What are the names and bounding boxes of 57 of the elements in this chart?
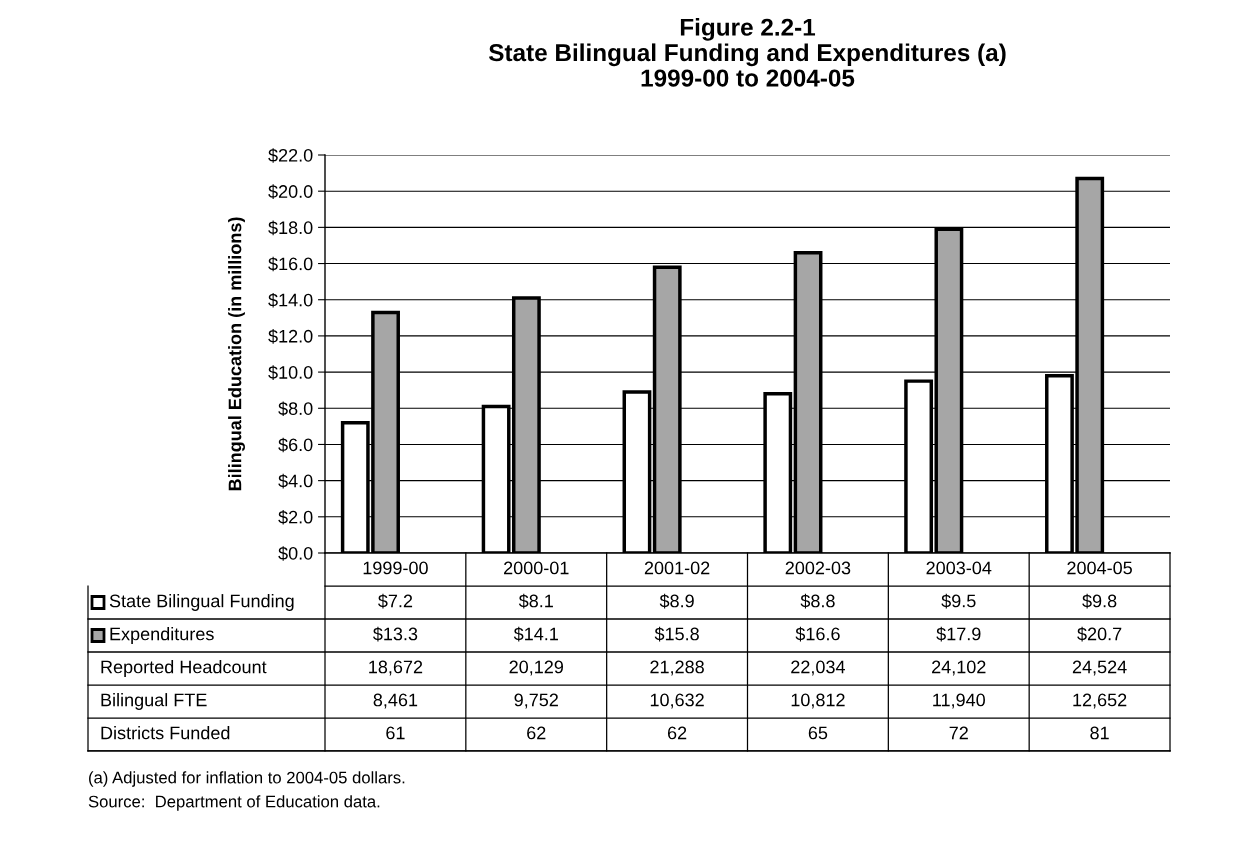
text: 12,652 xyxy=(1073,693,1127,709)
text: 11,940 xyxy=(933,693,985,709)
y-tick-label: $12.0 xyxy=(268,329,313,344)
data-label: $17.9 xyxy=(936,626,981,642)
text: 21,288 xyxy=(650,660,704,676)
data-label: $8.9 xyxy=(659,593,694,609)
data-label: $13.3 xyxy=(373,626,418,642)
legend-label: Expenditures xyxy=(110,627,214,644)
data-label: $14.1 xyxy=(513,626,558,642)
data-label: $9.8 xyxy=(1082,593,1117,609)
text: 61 xyxy=(386,726,405,740)
text: 24,102 xyxy=(932,660,986,676)
text: 65 xyxy=(808,726,828,740)
data-label: $15.8 xyxy=(654,626,699,642)
text: Districts Funded xyxy=(101,726,230,740)
text: 8,461 xyxy=(373,693,418,709)
y-tick-label: $6.0 xyxy=(278,437,313,453)
y-tick-label: $20.0 xyxy=(268,184,313,199)
text: 20,129 xyxy=(509,660,564,676)
x-tick-label: 2003-04 xyxy=(926,561,992,575)
text: 62 xyxy=(667,726,687,740)
x-tick-label: 2001-02 xyxy=(644,561,710,575)
x-tick-label: 1999-00 xyxy=(363,561,428,575)
text: 81 xyxy=(1090,726,1109,740)
source-note: Source: Department of Education data. xyxy=(88,795,380,811)
text: 9,752 xyxy=(514,693,558,709)
data-label: $8.1 xyxy=(518,593,553,609)
y-tick-label: $10.0 xyxy=(268,365,313,380)
y-axis-title: Bilingual Education (in millions) xyxy=(228,217,245,491)
data-label: $9.5 xyxy=(941,593,976,609)
text: 22,034 xyxy=(791,660,845,676)
y-tick-label: $14.0 xyxy=(268,292,313,308)
text: (a) Adjusted for inflation to 2004-05 dollars. xyxy=(89,771,405,787)
text: Reported Headcount xyxy=(101,660,267,677)
y-tick-label: $8.0 xyxy=(278,401,313,417)
x-tick-label: 2004-05 xyxy=(1067,561,1132,575)
text: Bilingual FTE xyxy=(101,693,207,710)
text: 62 xyxy=(527,726,546,740)
text: 10,812 xyxy=(791,693,845,709)
text: 24,524 xyxy=(1072,660,1127,676)
y-tick-label: $0.0 xyxy=(278,546,313,561)
y-tick-label: $22.0 xyxy=(268,148,313,163)
text: 18,672 xyxy=(369,660,423,676)
text: 10,632 xyxy=(650,693,704,709)
x-tick-label: 2000-01 xyxy=(504,561,569,575)
data-label: $7.2 xyxy=(378,593,413,609)
y-tick-label: $16.0 xyxy=(268,256,313,272)
chart-title: Figure 2.2-1 State Bilingual Funding and Expenditures (a) 1999-00 to 2004-05 xyxy=(488,18,1006,87)
data-label: $20.7 xyxy=(1077,626,1122,642)
legend-label: State Bilingual Funding xyxy=(109,594,294,611)
y-tick-label: $18.0 xyxy=(268,220,313,236)
data-label: $16.6 xyxy=(795,626,840,642)
text: 72 xyxy=(949,726,968,740)
y-tick-label: $4.0 xyxy=(278,473,313,489)
x-tick-label: 2002-03 xyxy=(785,561,851,575)
y-tick-label: $2.0 xyxy=(278,509,313,525)
data-label: $8.8 xyxy=(800,593,835,609)
